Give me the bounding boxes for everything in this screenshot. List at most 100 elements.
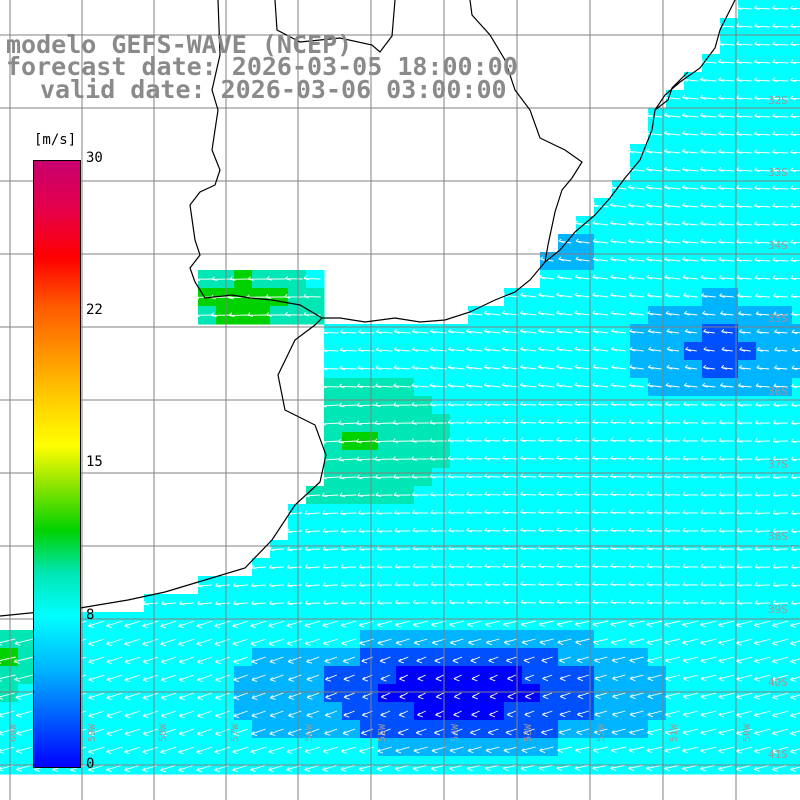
wind-arrow — [790, 658, 800, 664]
wind-arrow — [736, 149, 753, 155]
wind-speed-cell — [756, 612, 775, 631]
lat-label-39s: 39S — [768, 603, 788, 616]
wind-speed-cell — [0, 702, 19, 721]
wind-speed-cell — [702, 684, 721, 703]
wind-speed-cell — [396, 720, 415, 739]
wind-arrow — [718, 473, 735, 479]
wind-arrow — [394, 599, 410, 605]
wind-speed-cell — [648, 126, 667, 145]
wind-arrow — [592, 491, 609, 497]
wind-arrow — [574, 527, 591, 533]
wind-arrow — [411, 347, 429, 352]
wind-arrow — [754, 746, 771, 754]
wind-arrow — [736, 692, 753, 700]
wind-speed-cell — [720, 288, 739, 307]
wind-arrow — [755, 383, 770, 388]
wind-arrow — [501, 364, 519, 370]
wind-speed-cell — [720, 306, 739, 325]
wind-arrow — [320, 420, 339, 426]
wind-arrow — [610, 764, 627, 772]
wind-speed-cell — [360, 648, 379, 667]
wind-arrow — [538, 620, 555, 628]
wind-arrow — [338, 402, 357, 408]
wind-arrow — [682, 437, 699, 443]
wind-speed-cell — [360, 738, 379, 757]
wind-speed-cell — [792, 270, 800, 289]
wind-arrow — [629, 328, 644, 334]
wind-speed-cell — [252, 738, 271, 757]
wind-arrow — [232, 620, 249, 629]
wind-arrow — [610, 364, 626, 370]
wind-arrow — [592, 202, 609, 208]
wind-speed-cell — [198, 630, 217, 649]
wind-speed-cell — [594, 738, 613, 757]
wind-arrow — [648, 346, 662, 352]
wind-arrow — [790, 546, 800, 552]
wind-arrow — [610, 527, 627, 533]
wind-speed-cell — [360, 360, 379, 379]
wind-speed-cell — [720, 666, 739, 685]
wind-arrow — [465, 419, 483, 425]
wind-arrow — [483, 310, 501, 316]
wind-speed-cell — [324, 684, 343, 703]
wind-speed-cell — [576, 252, 595, 271]
wind-arrow — [196, 620, 213, 629]
wind-speed-cell — [612, 216, 631, 235]
wind-speed-cell — [0, 738, 19, 757]
wind-arrow — [610, 455, 627, 461]
wind-arrow — [772, 95, 789, 101]
wind-arrow — [594, 674, 608, 682]
wind-arrow — [627, 148, 645, 154]
wind-arrow — [684, 364, 698, 370]
wind-speed-cell — [540, 504, 559, 523]
wind-speed-cell — [216, 666, 235, 685]
wind-speed-cell — [270, 702, 289, 721]
wind-arrow — [321, 347, 339, 353]
wind-arrow — [413, 746, 428, 754]
wind-speed-cell — [306, 666, 325, 685]
wind-arrow — [556, 401, 573, 407]
wind-arrow — [286, 638, 303, 646]
wind-arrow — [755, 401, 770, 407]
wind-arrow — [557, 638, 572, 646]
wind-speed-cell — [558, 558, 577, 577]
wind-arrow — [664, 274, 681, 280]
wind-speed-cell — [630, 270, 649, 289]
wind-speed-cell — [594, 450, 613, 469]
wind-arrow — [790, 113, 800, 119]
wind-arrow — [703, 364, 715, 370]
wind-arrow — [718, 203, 735, 208]
wind-arrow — [736, 23, 753, 29]
wind-arrow — [647, 674, 662, 682]
wind-arrow — [467, 746, 482, 754]
wind-speed-cell — [738, 720, 757, 739]
wind-speed-cell — [486, 360, 505, 379]
wind-arrow — [286, 746, 303, 754]
wind-speed-cell — [666, 252, 685, 271]
wind-arrow — [628, 238, 645, 244]
wind-arrow — [773, 383, 788, 389]
wind-arrow — [574, 346, 591, 352]
wind-speed-cell — [612, 360, 631, 379]
wind-arrow — [700, 599, 717, 605]
wind-speed-cell — [720, 630, 739, 649]
lon-label-52w: 52W — [596, 723, 607, 742]
wind-arrow — [700, 437, 717, 443]
wind-arrow — [790, 582, 800, 588]
wind-arrow — [453, 674, 462, 682]
wind-speed-cell — [576, 378, 595, 397]
wind-arrow — [488, 656, 499, 664]
wind-speed-cell — [558, 666, 577, 685]
wind-arrow — [376, 620, 393, 628]
wind-speed-cell — [792, 216, 800, 235]
wind-arrow — [790, 438, 800, 444]
wind-speed-cell — [720, 18, 739, 37]
wind-speed-cell — [486, 684, 505, 703]
wind-arrow — [628, 491, 645, 497]
wind-speed-cell — [432, 738, 451, 757]
wind-speed-cell — [558, 738, 577, 757]
wind-speed-cell — [738, 666, 757, 685]
wind-arrow — [718, 131, 735, 136]
wind-arrow — [374, 402, 393, 408]
wind-arrow — [646, 581, 663, 587]
